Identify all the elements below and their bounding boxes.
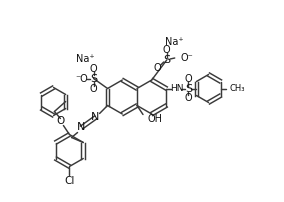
Text: CH₃: CH₃ <box>230 84 245 93</box>
Text: N: N <box>77 122 86 133</box>
Text: N: N <box>91 113 100 122</box>
Text: O: O <box>185 93 192 103</box>
Text: S: S <box>90 74 97 83</box>
Text: O: O <box>90 63 97 74</box>
Text: HN: HN <box>170 84 183 93</box>
Text: S: S <box>163 55 170 65</box>
Text: Cl: Cl <box>64 176 75 185</box>
Text: Na⁺: Na⁺ <box>165 37 184 47</box>
Text: O: O <box>163 45 170 55</box>
Text: O: O <box>56 117 64 126</box>
Text: O: O <box>154 63 162 73</box>
Text: S: S <box>185 83 192 94</box>
Text: O: O <box>90 83 97 94</box>
Text: O⁻: O⁻ <box>181 53 193 63</box>
Text: Na⁺: Na⁺ <box>76 55 95 64</box>
Text: O: O <box>185 74 192 84</box>
Text: OH: OH <box>148 115 163 124</box>
Text: ⁻O: ⁻O <box>75 74 88 83</box>
